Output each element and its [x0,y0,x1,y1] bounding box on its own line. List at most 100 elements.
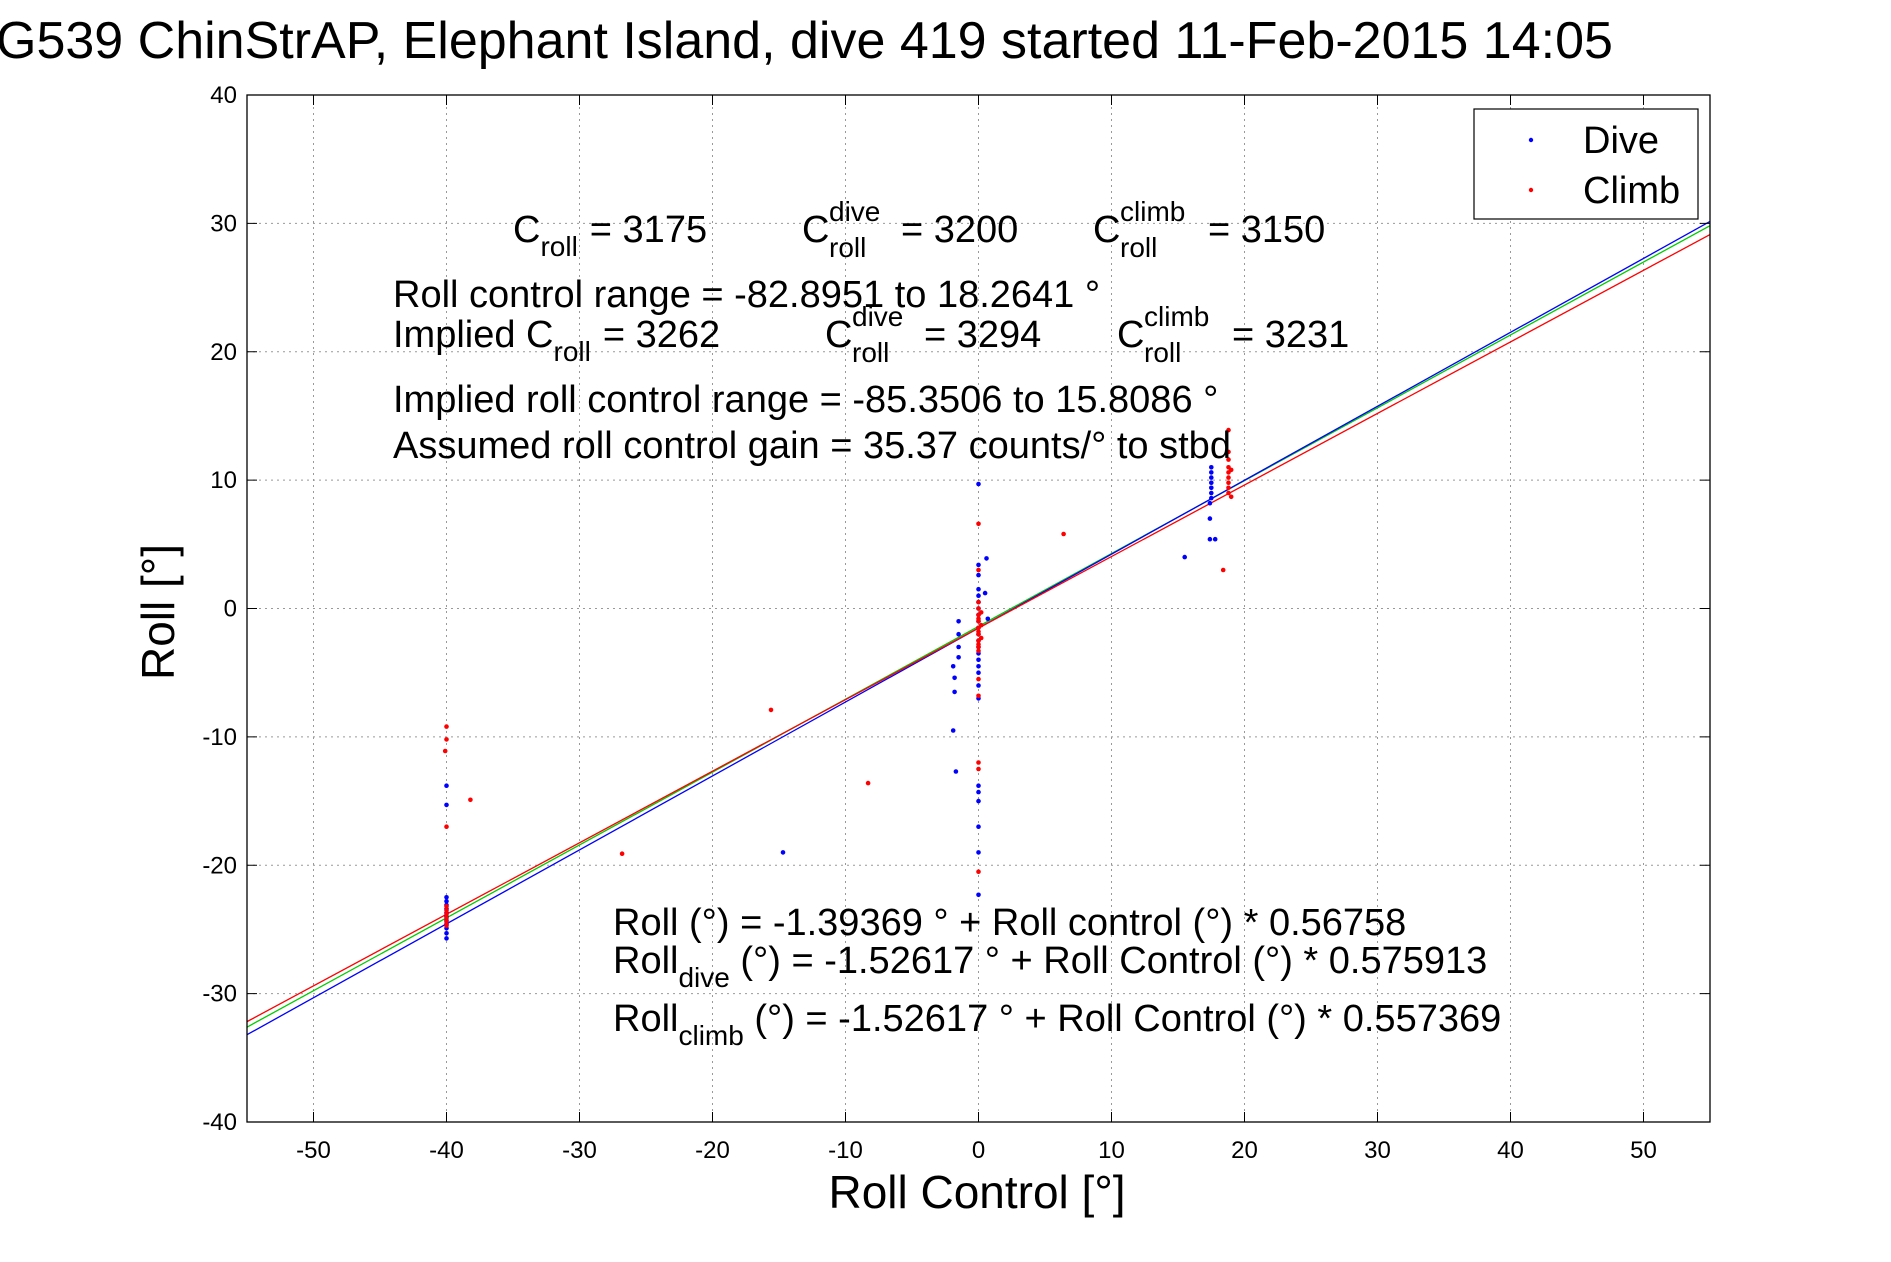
point-climb [768,707,774,713]
annotation-c-climb-sub: roll [1120,232,1157,263]
point-climb [976,648,981,654]
annotation-roll-control-range: Roll control range = -82.8951 to 18.2641… [393,274,1100,316]
point-dive [956,631,961,637]
point-dive [1209,465,1214,470]
point-climb [1228,494,1234,500]
annotation-implied-c-dive-sup: dive [852,301,903,332]
point-dive [956,644,961,650]
legend-marker-dive [1528,137,1534,143]
point-climb [444,724,449,729]
point-dive [976,593,981,598]
annotation-implied-c-roll: Implied Croll = 3262 [393,314,720,367]
point-climb [1226,475,1231,480]
point-dive [956,619,961,624]
point-climb [976,676,981,682]
point-dive [952,675,957,681]
annotation-c-climb-value: = 3150 [1208,209,1325,251]
y-tick-label: -40 [202,1109,237,1136]
legend-box [1473,108,1699,220]
point-dive [1209,475,1214,480]
point-dive [1209,490,1214,496]
point-climb [1226,485,1231,491]
point-climb [444,919,449,924]
annotation-c-dive: C [802,209,829,251]
y-tick-label: 30 [210,210,237,237]
point-climb [444,915,449,921]
annotation-implied-c-climb-value: = 3231 [1232,314,1349,356]
point-climb [976,606,981,611]
point-climb [976,567,981,573]
point-climb [978,622,984,628]
point-dive [444,802,449,808]
legend-marker-climb [1528,187,1534,193]
point-climb [976,693,981,699]
point-climb [468,797,473,803]
x-tick-label: -40 [429,1137,464,1164]
x-axis-label: Roll Control [°] [828,1166,1125,1218]
point-dive [780,850,786,855]
point-climb [865,780,871,786]
annotation-c-climb-sup: climb [1120,196,1185,227]
point-dive [1209,485,1214,491]
point-dive [976,572,981,578]
point-dive [1209,495,1214,501]
y-tick-label: 20 [210,339,237,366]
equation-dive: Rolldive (°) = -1.52617 ° + Roll Control… [613,940,1487,993]
point-climb [1226,449,1231,455]
point-dive [952,689,957,695]
x-tick-label: 10 [1098,1137,1125,1164]
point-climb [444,911,449,917]
x-tick-label: -10 [828,1137,863,1164]
annotation-implied-range: Implied roll control range = -85.3506 to… [393,379,1218,421]
point-climb [1226,427,1231,433]
point-dive [444,936,449,941]
point-dive [984,556,989,561]
legend: Dive Climb [1473,108,1699,220]
y-tick-label: 10 [210,467,237,494]
x-tick-label: 0 [972,1137,985,1164]
annotation-c-dive-sup: dive [829,196,880,227]
point-dive [976,586,981,592]
point-climb [978,635,984,641]
point-dive [976,892,981,898]
point-climb [444,907,449,913]
annotation-implied-c-climb-sub: roll [1144,337,1181,368]
point-climb [444,737,449,742]
y-tick-label: 40 [210,82,237,109]
point-climb [1226,457,1231,462]
annotation-c-roll: Croll = 3175 [513,209,707,262]
point-climb [978,610,984,615]
point-dive [1207,536,1213,542]
x-tick-label: -30 [562,1137,597,1164]
y-tick-label: -10 [202,724,237,751]
point-dive [976,824,981,829]
point-climb [1226,480,1231,486]
point-dive [976,850,981,855]
annotation-gain: Assumed roll control gain = 35.37 counts… [393,425,1231,467]
x-tick-label: -20 [695,1137,730,1164]
annotation-implied-c-dive-sub: roll [852,337,889,368]
x-tick-label: 30 [1364,1137,1391,1164]
point-dive [444,895,449,900]
point-climb [976,766,981,772]
point-dive [982,590,988,596]
x-tick-label: 40 [1497,1137,1524,1164]
point-dive [976,481,981,487]
y-axis-label: Roll [°] [132,544,184,680]
point-climb [1061,531,1066,537]
point-climb [976,760,981,765]
point-dive [956,655,961,660]
legend-label-climb: Climb [1583,170,1680,212]
point-climb [619,851,625,856]
annotation-implied-c-climb-sup: climb [1144,301,1209,332]
annotation-implied-c-dive-value: = 3294 [924,314,1041,356]
point-dive [444,783,449,788]
y-tick-label: 0 [224,596,237,623]
point-climb [444,824,449,829]
point-climb [444,923,449,928]
point-dive [950,664,956,669]
equation-climb: Rollclimb (°) = -1.52617 ° + Roll Contro… [613,998,1501,1051]
annotation-c-dive-sub: roll [829,232,866,263]
equation-all: Roll (°) = -1.39369 ° + Roll control (°)… [613,902,1406,944]
